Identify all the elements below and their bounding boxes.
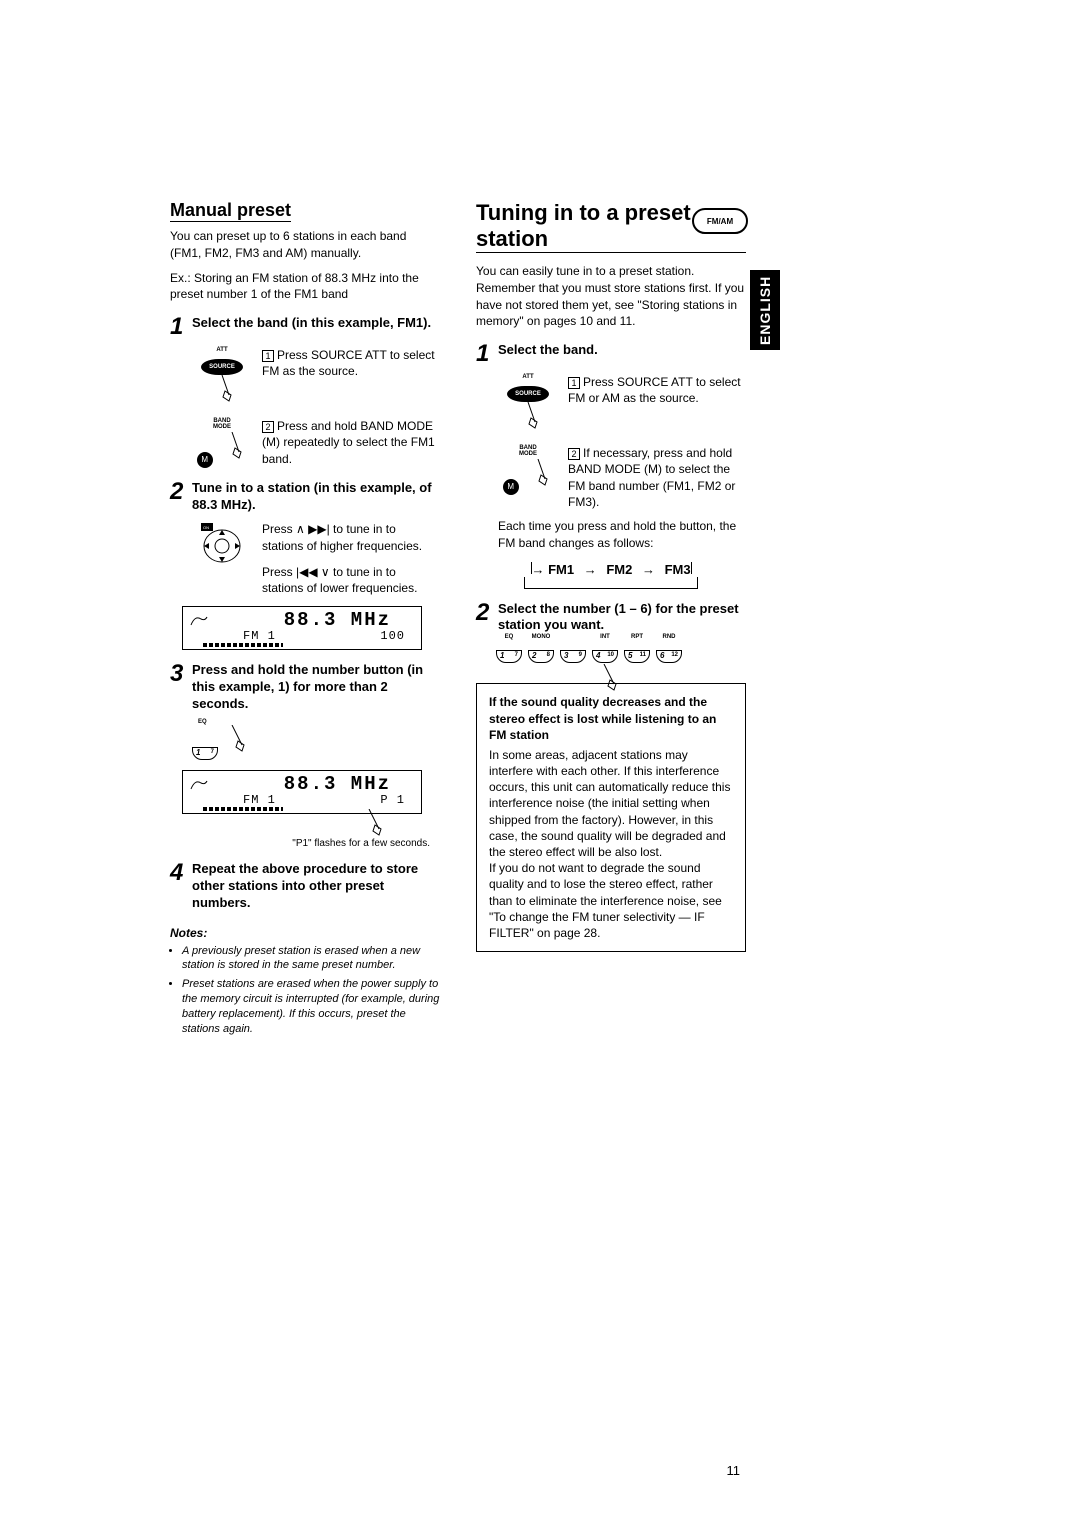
band-cycle-text: Each time you press and hold the button,…: [498, 518, 746, 552]
substep-text: Press ∧ ▶▶| to tune in to stations of hi…: [262, 521, 440, 553]
band-mode-icon: BAND MODE M: [192, 418, 252, 468]
band-mode-icon: BAND MODE M: [498, 445, 558, 495]
manual-preset-intro: You can preset up to 6 stations in each …: [170, 228, 440, 262]
notes-heading: Notes:: [170, 926, 440, 940]
left-step-1: 1 Select the band (in this example, FM1)…: [170, 315, 440, 339]
substep-text: 2If necessary, press and hold BAND MODE …: [568, 445, 746, 510]
fm-note-box: If the sound quality decreases and the s…: [476, 683, 746, 952]
display-caption: "P1" flashes for a few seconds.: [192, 838, 430, 849]
substep-1-1: ATT SOURCE 1Press SOURCE ATT to select F…: [192, 347, 440, 410]
substep-text: 1Press SOURCE ATT to select FM as the so…: [262, 347, 440, 379]
step-number: 2: [170, 480, 192, 514]
step-title: Press and hold the number button (in thi…: [192, 662, 440, 713]
step-title: Repeat the above procedure to store othe…: [192, 861, 440, 912]
note-item: A previously preset station is erased wh…: [182, 944, 440, 974]
page-number: 11: [727, 1463, 741, 1478]
manual-preset-example: Ex.: Storing an FM station of 88.3 MHz i…: [170, 270, 440, 304]
preset-btn-6: 612: [656, 650, 682, 663]
left-step-4: 4 Repeat the above procedure to store ot…: [170, 861, 440, 912]
left-column: Manual preset You can preset up to 6 sta…: [170, 200, 440, 1041]
right-column: Tuning in to a preset station You can ea…: [476, 200, 746, 1041]
source-button-icon: ATT SOURCE: [498, 374, 558, 437]
substep-1-2: BAND MODE M 2Press and hold BAND MODE (M…: [192, 418, 440, 468]
page-header-icon: FM/AM: [692, 208, 748, 234]
preset-btn-3: 39: [560, 650, 586, 663]
lcd-display-2: 88.3 MHz FM 1 P 1: [182, 770, 422, 814]
step-number: 1: [170, 315, 192, 339]
substep-2-1: ON Press ∧ ▶▶| to tune in to stations of…: [192, 521, 440, 596]
substep-text: 2Press and hold BAND MODE (M) repeatedly…: [262, 418, 440, 467]
note-item: Preset stations are erased when the powe…: [182, 977, 440, 1036]
preset-labels-row: EQ MONO INT RPT RND: [496, 634, 746, 640]
substep-text: 1Press SOURCE ATT to select FM or AM as …: [568, 374, 746, 406]
lcd-display-1: 88.3 MHz FM 1 100: [182, 606, 422, 650]
tuning-intro: You can easily tune in to a preset stati…: [476, 263, 746, 330]
step-number: 3: [170, 662, 192, 713]
language-tab: ENGLISH: [750, 270, 780, 350]
step-title: Select the number (1 – 6) for the preset…: [498, 601, 746, 635]
preset-buttons-row: 17 28 39 410 511 612: [496, 650, 746, 663]
eq-button-icon: EQ 17: [192, 719, 440, 760]
substep-r1-1: ATT SOURCE 1Press SOURCE ATT to select F…: [498, 374, 746, 437]
step-title: Tune in to a station (in this example, o…: [192, 480, 440, 514]
step-number: 4: [170, 861, 192, 912]
step-number: 2: [476, 601, 498, 635]
band-cycle-diagram: → FM1 → FM2 → FM3: [476, 562, 746, 589]
preset-btn-4: 410: [592, 650, 618, 663]
left-step-3: 3 Press and hold the number button (in t…: [170, 662, 440, 713]
note-box-body: In some areas, adjacent stations may int…: [489, 747, 733, 941]
notes-list: A previously preset station is erased wh…: [182, 944, 440, 1037]
svg-text:ON: ON: [203, 525, 209, 530]
left-step-2: 2 Tune in to a station (in this example,…: [170, 480, 440, 514]
step-title: Select the band (in this example, FM1).: [192, 315, 431, 339]
step-number: 1: [476, 342, 498, 366]
substep-text: Press |◀◀ ∨ to tune in to stations of lo…: [262, 564, 440, 596]
step-title: Select the band.: [498, 342, 598, 366]
preset-btn-1: 17: [496, 650, 522, 663]
preset-btn-5: 511: [624, 650, 650, 663]
content-columns: Manual preset You can preset up to 6 sta…: [170, 200, 910, 1041]
substep-r1-2: BAND MODE M 2If necessary, press and hol…: [498, 445, 746, 510]
preset-btn-2: 28: [528, 650, 554, 663]
right-step-2: 2 Select the number (1 – 6) for the pres…: [476, 601, 746, 635]
dial-icon: ON: [192, 521, 252, 572]
note-box-heading: If the sound quality decreases and the s…: [489, 694, 733, 743]
manual-preset-heading: Manual preset: [170, 200, 291, 222]
source-button-icon: ATT SOURCE: [192, 347, 252, 410]
right-step-1: 1 Select the band.: [476, 342, 746, 366]
